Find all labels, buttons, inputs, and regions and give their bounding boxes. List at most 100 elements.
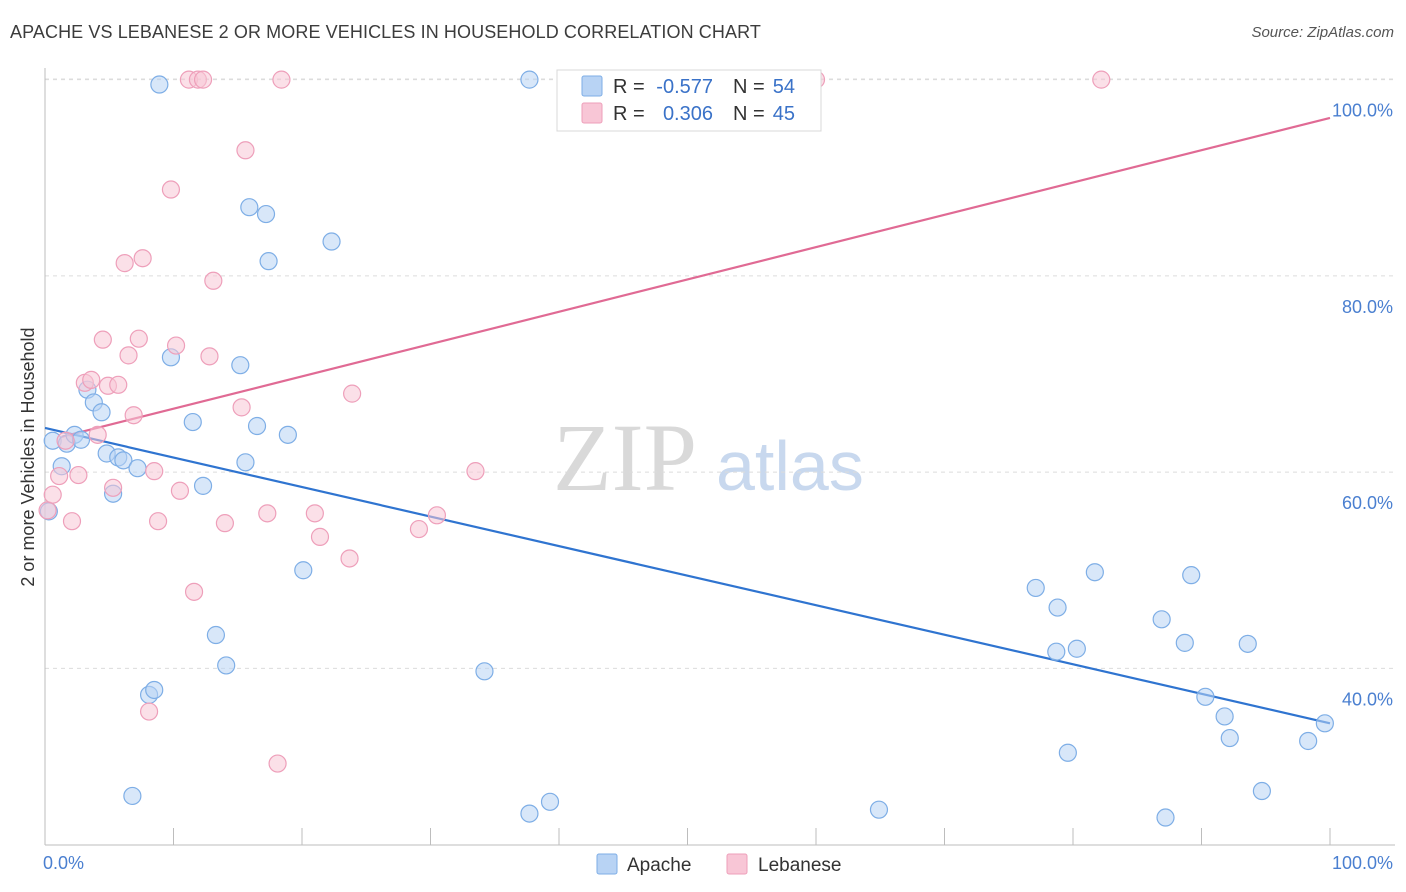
lebanese-point: [69, 465, 88, 485]
lebanese-point: [310, 527, 330, 546]
lebanese-point: [215, 514, 234, 533]
y-tick-labels: 40.0% 60.0% 80.0% 100.0%: [1332, 101, 1393, 710]
x-tick-label: 100.0%: [1332, 853, 1393, 873]
lebanese-point: [258, 504, 277, 523]
lebanese-point: [109, 375, 128, 394]
lebanese-point: [466, 462, 485, 481]
apache-point: [520, 804, 539, 823]
lebanese-r-value: 0.306: [663, 103, 713, 125]
lebanese-point: [161, 180, 181, 199]
legend-apache-label: Apache: [627, 855, 691, 876]
lebanese-point: [119, 346, 138, 365]
lebanese-trend-line: [61, 116, 1331, 438]
y-tick-label: 100.0%: [1332, 101, 1393, 121]
lebanese-point: [93, 330, 112, 349]
lebanese-point: [409, 519, 429, 539]
apache-point: [259, 252, 278, 271]
lebanese-point: [115, 254, 134, 273]
apache-point: [1196, 687, 1215, 706]
lebanese-point: [340, 549, 359, 568]
apache-point: [1238, 634, 1257, 653]
apache-point: [1026, 578, 1045, 598]
lebanese-r-label: R =: [613, 103, 645, 125]
lebanese-point: [200, 347, 219, 366]
apache-point: [1058, 743, 1077, 762]
apache-point: [1067, 639, 1086, 658]
lebanese-point: [145, 462, 164, 481]
apache-point: [1220, 728, 1239, 748]
apache-point: [1156, 808, 1175, 827]
lebanese-point: [82, 370, 101, 389]
lebanese-point: [268, 754, 287, 773]
source-credit: Source: ZipAtlas.com: [1251, 24, 1394, 41]
apache-n-value: 54: [773, 76, 795, 98]
lebanese-point: [272, 70, 291, 89]
x-tick-label: 0.0%: [43, 853, 84, 873]
y-tick-label: 60.0%: [1342, 493, 1393, 513]
apache-point: [1215, 707, 1234, 726]
apache-r-label: R =: [613, 76, 645, 98]
lebanese-n-label: N =: [733, 103, 765, 125]
apache-point: [1175, 633, 1194, 652]
lebanese-point: [43, 485, 62, 504]
watermark-atlas: atlas: [716, 427, 864, 505]
apache-point: [145, 680, 164, 700]
legend-lebanese-swatch: [726, 853, 748, 875]
lebanese-swatch: [581, 102, 603, 124]
lebanese-point: [236, 141, 255, 160]
apache-point: [236, 453, 255, 472]
apache-point: [1047, 642, 1066, 661]
apache-point: [278, 425, 297, 444]
lebanese-point: [129, 329, 148, 348]
legend-apache-swatch: [596, 853, 618, 875]
lebanese-point: [1092, 70, 1111, 89]
data-points: [38, 70, 1334, 827]
apache-point: [322, 232, 341, 251]
y-tick-label: 80.0%: [1342, 297, 1393, 317]
lebanese-point: [50, 466, 69, 486]
chart-title: APACHE VS LEBANESE 2 OR MORE VEHICLES IN…: [10, 22, 761, 42]
lebanese-point: [427, 506, 447, 525]
apache-n-label: N =: [733, 76, 765, 98]
apache-point: [540, 792, 560, 811]
lebanese-point: [232, 398, 251, 417]
trend-lines: [44, 116, 1331, 725]
apache-point: [1299, 731, 1318, 751]
x-tick-labels: 0.0% 100.0%: [43, 853, 1393, 873]
apache-point: [183, 412, 202, 432]
lebanese-point: [184, 582, 204, 601]
watermark: ZIP atlas: [553, 404, 864, 511]
lebanese-point: [104, 478, 123, 497]
y-tick-label: 40.0%: [1342, 689, 1393, 709]
lebanese-point: [88, 425, 107, 444]
y-axis-label: 2 or more Vehicles in Household: [18, 327, 38, 586]
apache-r-value: -0.577: [656, 76, 713, 98]
lebanese-point: [305, 504, 324, 523]
lebanese-n-value: 45: [773, 103, 795, 125]
apache-point: [869, 800, 889, 819]
apache-point: [1315, 714, 1334, 733]
apache-point: [1182, 566, 1201, 585]
lebanese-point: [343, 384, 362, 403]
apache-point: [1048, 598, 1067, 617]
apache-point: [475, 662, 494, 681]
apache-point: [240, 198, 259, 217]
stats-legend: R = -0.577 N = 54 R = 0.306 N = 45: [556, 69, 822, 132]
apache-point: [1085, 563, 1104, 582]
apache-point: [520, 70, 539, 89]
apache-point: [71, 430, 91, 449]
lebanese-point: [166, 336, 186, 355]
lebanese-point: [124, 406, 143, 425]
lebanese-point: [148, 512, 168, 531]
apache-point: [92, 403, 111, 422]
apache-point: [256, 204, 276, 224]
apache-point: [206, 625, 226, 645]
watermark-zip: ZIP: [553, 404, 697, 511]
lebanese-point: [133, 249, 152, 268]
apache-point: [114, 451, 133, 470]
apache-point: [123, 786, 142, 806]
apache-point: [193, 476, 213, 495]
lebanese-point: [139, 702, 159, 721]
apache-point: [128, 459, 147, 478]
